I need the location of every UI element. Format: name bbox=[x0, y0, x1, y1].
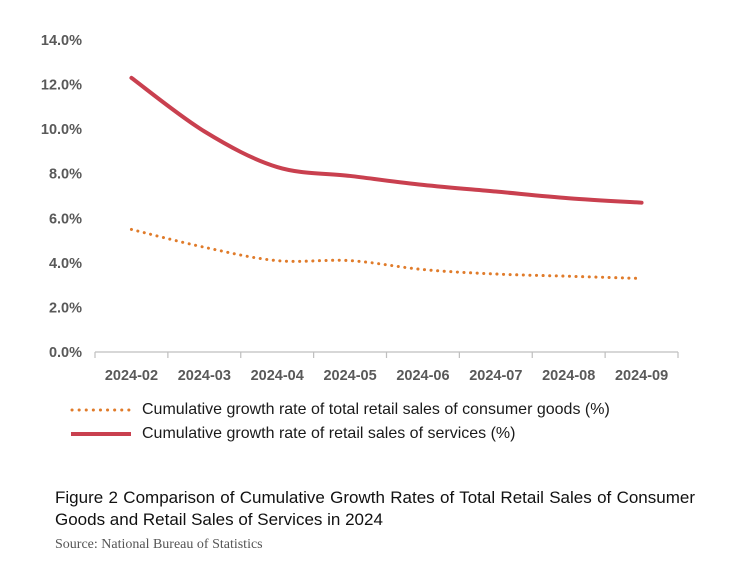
figure-source: Source: National Bureau of Statistics bbox=[55, 537, 263, 552]
y-tick-label: 4.0% bbox=[49, 256, 82, 272]
y-tick-label: 6.0% bbox=[49, 211, 82, 227]
legend-swatch-solid bbox=[71, 432, 131, 436]
x-tick-label: 2024-08 bbox=[542, 368, 595, 384]
legend-label-services: Cumulative growth rate of retail sales o… bbox=[142, 425, 516, 442]
x-tick-label: 2024-02 bbox=[105, 368, 158, 384]
line-chart: 0.0% 2.0% 4.0% 6.0% 8.0% 10.0% 12.0% 14.0% 2024… bbox=[41, 33, 679, 384]
y-tick-label: 0.0% bbox=[49, 345, 82, 361]
x-axis-tick-marks bbox=[94, 352, 679, 358]
legend-item-consumer-goods: Cumulative growth rate of total retail s… bbox=[70, 398, 730, 422]
x-tick-label: 2024-07 bbox=[469, 368, 522, 384]
x-tick-label: 2024-04 bbox=[251, 368, 304, 384]
figure-caption: Figure 2 Comparison of Cumulative Growth… bbox=[55, 488, 695, 529]
legend-label-consumer-goods: Cumulative growth rate of total retail s… bbox=[142, 401, 610, 418]
x-axis-tick-labels: 2024-02 2024-03 2024-04 2024-05 2024-06 2024-… bbox=[105, 368, 668, 384]
series-line-services bbox=[129, 75, 644, 205]
y-tick-label: 2.0% bbox=[49, 300, 82, 316]
series-layer bbox=[129, 75, 644, 280]
x-tick-label: 2024-06 bbox=[396, 368, 449, 384]
x-tick-label: 2024-03 bbox=[178, 368, 231, 384]
y-tick-label: 14.0% bbox=[41, 33, 82, 49]
legend: Cumulative growth rate of total retail s… bbox=[70, 398, 730, 446]
x-tick-label: 2024-09 bbox=[615, 368, 668, 384]
legend-swatch-dotted bbox=[70, 408, 132, 412]
y-axis-tick-labels: 0.0% 2.0% 4.0% 6.0% 8.0% 10.0% 12.0% 14.0% bbox=[41, 33, 82, 361]
series-line-consumer-goods bbox=[129, 227, 644, 280]
legend-item-services: Cumulative growth rate of retail sales o… bbox=[70, 422, 730, 446]
x-tick-label: 2024-05 bbox=[323, 368, 376, 384]
y-tick-label: 12.0% bbox=[41, 78, 82, 94]
y-tick-label: 10.0% bbox=[41, 122, 82, 138]
y-tick-label: 8.0% bbox=[49, 167, 82, 183]
